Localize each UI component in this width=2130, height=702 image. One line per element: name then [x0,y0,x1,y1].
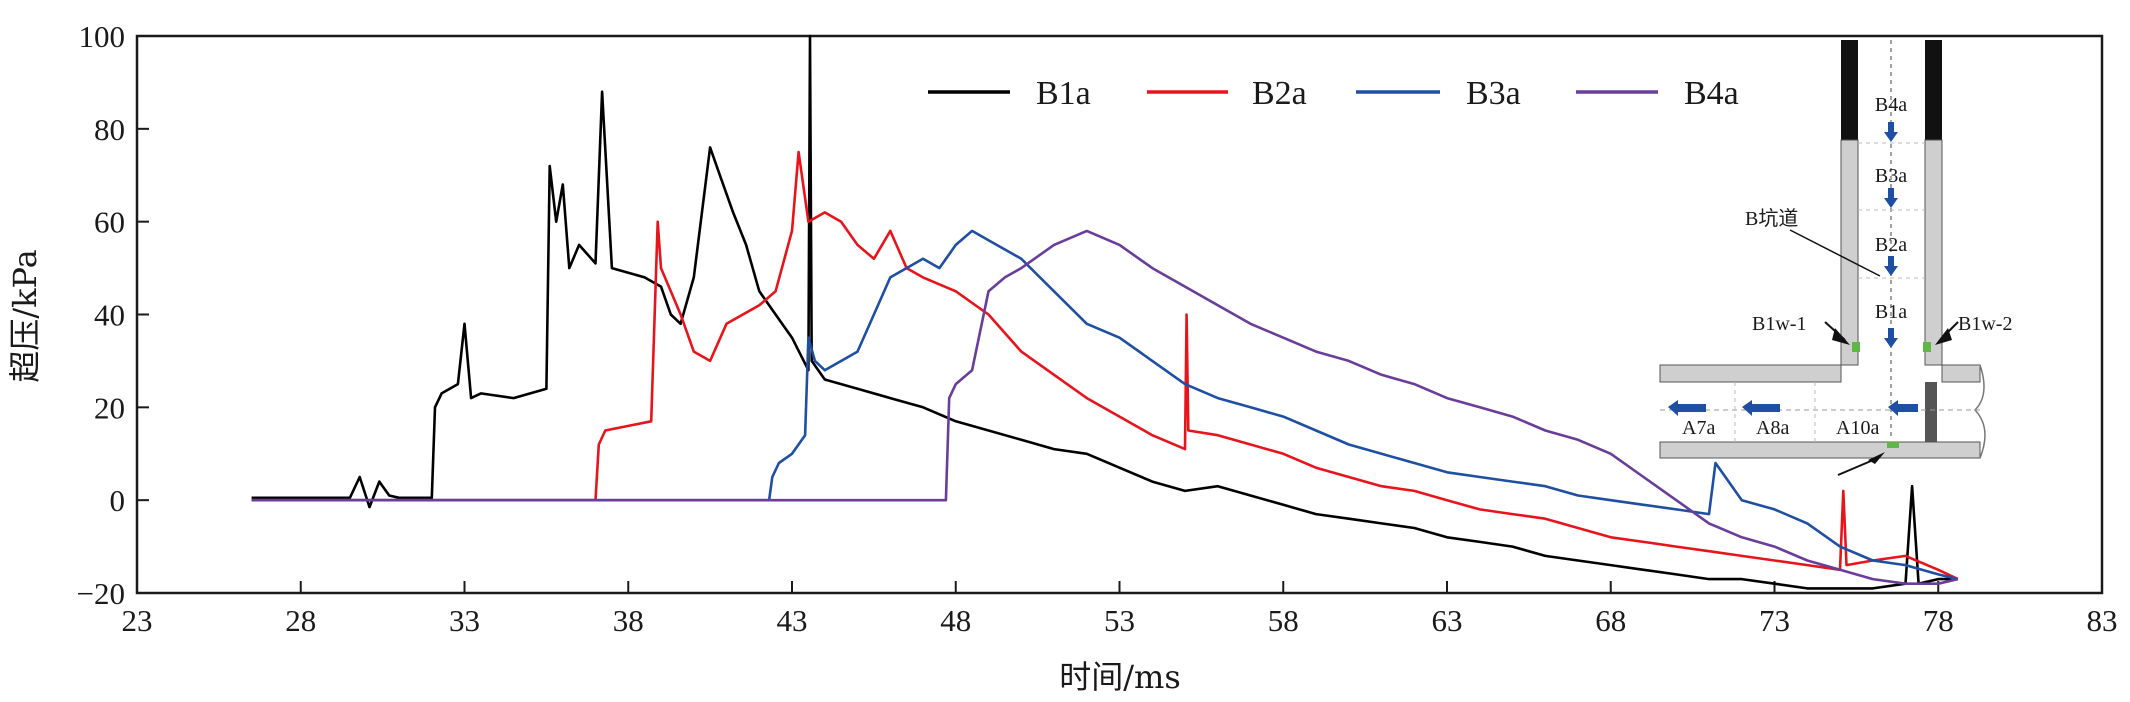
legend: B1a B2a B3a B4a [928,75,1739,112]
y-tick-label: 60 [94,205,125,240]
x-tick-label: 33 [449,603,480,638]
shaft-wall-right [1924,139,1943,366]
x-tick-label: 48 [940,603,971,638]
tunnel-wall-top-right [1941,364,1981,383]
inset-label-a10a: A10a [1836,417,1879,439]
x-tick-label: 73 [1759,603,1790,638]
x-tick-label: 58 [1268,603,1299,638]
y-tick-label: 100 [79,19,126,54]
legend-label-b1a: B1a [1036,75,1091,112]
tunnel-wall-bottom [1659,441,1981,459]
gauge-b1a-arrow [1884,328,1898,348]
b1w-1-pointer-line [1824,321,1846,341]
y-tick-label: 80 [94,112,125,147]
gauge-a7a-arrow [1668,400,1706,416]
series-line-b2a [251,150,1959,581]
y-tick-label: 40 [94,298,125,333]
axes-ticks: 23 28 33 38 43 48 53 58 63 68 73 78 83 −20 0 20 40 60 80 10… [77,19,2118,638]
gauge-b1w-1-marker [1852,342,1860,352]
legend-label-b4a: B4a [1684,75,1739,112]
inset-label-b1w-2: B1w-2 [1958,313,2012,335]
shaft-wall-left [1840,139,1859,366]
y-tick-label: 20 [94,390,125,425]
gauge-b4a-arrow [1884,122,1898,142]
inset-label-tunnel: B坑道 [1745,207,1798,230]
inset-label-b1w-1: B1w-1 [1752,313,1806,335]
x-tick-label: 78 [1923,603,1954,638]
inset-label-b3a: B3a [1875,165,1907,187]
shaft-cap-left [1841,40,1858,140]
x-tick-label: 63 [1432,603,1463,638]
y-axis-label: 超压/kPa [6,249,44,382]
floor-pointer-line [1837,457,1879,476]
gauge-b1w-2-marker [1923,342,1931,352]
gauge-a10a-arrow [1888,400,1918,416]
x-tick-label: 43 [777,603,808,638]
series-line-b3a [251,229,1959,581]
inset-label-b2a: B2a [1875,234,1907,256]
x-tick-label: 28 [285,603,316,638]
inset-label-a8a: A8a [1756,417,1789,439]
x-tick-label: 68 [1595,603,1626,638]
legend-label-b3a: B3a [1466,75,1521,112]
tunnel-partition [1925,382,1937,442]
plot-frame [135,34,2104,595]
series-line-b4a [251,229,1959,586]
gauge-arrows [1668,122,1918,416]
gauge-floor-marker [1887,442,1899,448]
legend-label-b2a: B2a [1252,75,1307,112]
gauge-b2a-arrow [1884,256,1898,276]
x-tick-label: 38 [613,603,644,638]
x-tick-label: 53 [1104,603,1135,638]
tunnel-pointer-line [1789,229,1881,277]
inset-label-b1a: B1a [1875,301,1907,323]
inset-label-b4a: B4a [1875,94,1907,116]
x-tick-label: 83 [2087,603,2118,638]
tunnel-inset-diagram: B4a B3a B2a B1a B坑道 B1w-1 B1w-2 A7a A8a … [1659,40,2012,476]
tunnel-wall-top [1659,364,1842,383]
series-line-b1a [251,34,1958,590]
inset-label-a7a: A7a [1682,417,1715,439]
series-layer [251,34,1959,590]
b1w-2-pointer-line [1939,321,1959,341]
y-tick-label: 0 [110,483,126,518]
x-axis-label: 时间/ms [1059,658,1181,696]
gauge-b3a-arrow [1884,188,1898,208]
gauge-a8a-arrow [1742,400,1780,416]
x-tick-label: 23 [122,603,153,638]
shaft-cap-right [1925,40,1942,140]
y-tick-label: −20 [77,576,125,611]
